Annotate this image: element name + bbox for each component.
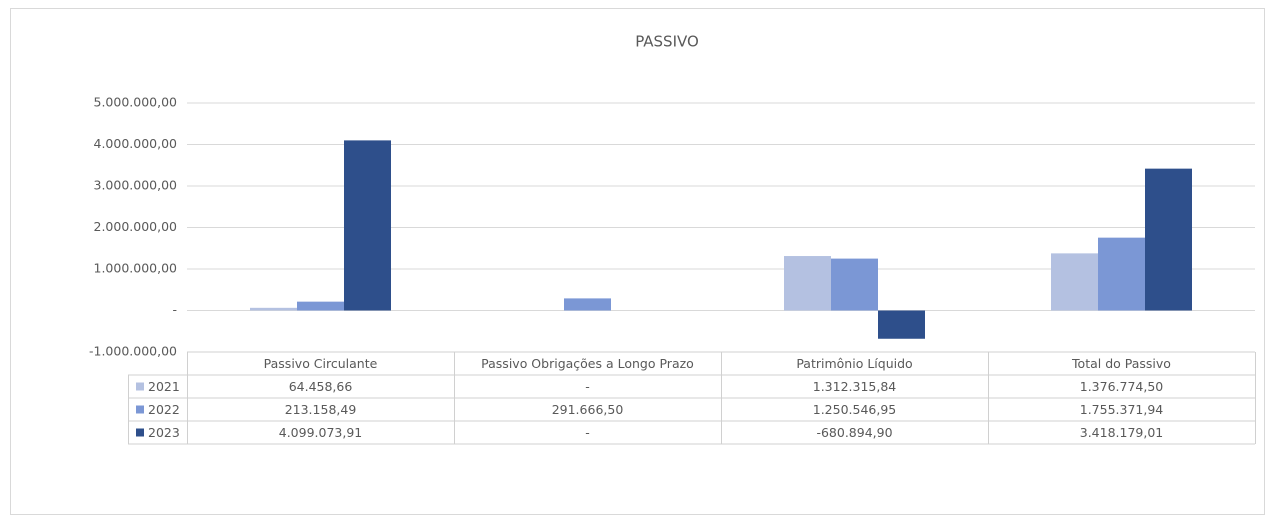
table-cell: -680.894,90: [816, 425, 892, 440]
table-cell: 291.666,50: [552, 402, 624, 417]
chart-title: PASSIVO: [635, 33, 699, 51]
x-tick-label: Total do Passivo: [1071, 356, 1171, 371]
table-cell: 64.458,66: [289, 379, 353, 394]
y-tick-label: -1.000.000,00: [89, 344, 177, 359]
legend-label: 2023: [148, 425, 180, 440]
y-tick-label: 4.000.000,00: [94, 136, 178, 151]
bar: [1098, 237, 1145, 311]
table-cell: 1.376.774,50: [1080, 379, 1164, 394]
y-tick-label: 1.000.000,00: [94, 261, 178, 276]
y-tick-label: -: [172, 302, 177, 317]
x-tick-label: Passivo Circulante: [264, 356, 378, 371]
bar: [1051, 253, 1098, 311]
x-tick-label: Patrimônio Líquido: [796, 356, 912, 371]
table-cell: -: [585, 425, 590, 440]
bar: [297, 301, 344, 311]
bar: [1145, 168, 1192, 311]
bar: [831, 258, 878, 311]
y-tick-label: 5.000.000,00: [94, 95, 178, 110]
table-cell: 1.755.371,94: [1080, 402, 1164, 417]
table-cell: 1.250.546,95: [813, 402, 897, 417]
table-cell: 4.099.073,91: [279, 425, 363, 440]
bar: [784, 256, 831, 311]
bar: [250, 307, 297, 311]
table-cell: -: [585, 379, 590, 394]
bar: [344, 140, 391, 311]
table-cell: 213.158,49: [285, 402, 357, 417]
table-cell: 1.312.315,84: [813, 379, 897, 394]
table-cell: 3.418.179,01: [1080, 425, 1164, 440]
legend-swatch: [136, 382, 144, 391]
legend-swatch: [136, 428, 144, 437]
legend-label: 2022: [148, 402, 180, 417]
legend-swatch: [136, 405, 144, 414]
x-tick-label: Passivo Obrigações a Longo Prazo: [481, 356, 694, 371]
bar: [564, 298, 611, 311]
legend-label: 2021: [148, 379, 180, 394]
y-tick-label: 3.000.000,00: [94, 178, 178, 193]
y-tick-label: 2.000.000,00: [94, 219, 178, 234]
bar: [878, 310, 925, 339]
